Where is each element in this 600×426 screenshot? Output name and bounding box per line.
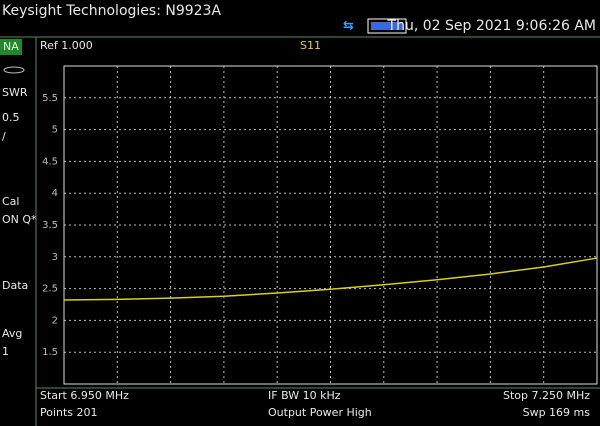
points: Points 201 — [40, 406, 98, 419]
chart-title: S11 — [300, 39, 321, 52]
mode-badge[interactable] — [0, 39, 22, 55]
sidebar-item: 1 — [2, 345, 9, 358]
y-tick-label: 2.5 — [42, 284, 58, 295]
battery-icon — [367, 18, 407, 34]
y-tick-label: 3 — [52, 252, 58, 263]
sidebar-item: SWR — [2, 86, 28, 99]
trace-icon — [3, 66, 25, 74]
sidebar-item: / — [2, 130, 6, 143]
battery-level — [371, 22, 403, 30]
sidebar-item: Cal — [2, 195, 19, 208]
trace — [63, 257, 598, 301]
sidebar-item: Avg — [2, 327, 22, 340]
reference-label: Ref 1.000 — [40, 39, 93, 52]
app-title: Keysight Technologies: N9923A — [2, 3, 221, 19]
y-tick-label: 4 — [52, 188, 58, 199]
output-power: Output Power High — [268, 406, 372, 419]
sweep-time: Swp 169 ms — [523, 406, 591, 419]
usb-icon: ⇆ — [343, 19, 354, 34]
plot-frame — [63, 65, 598, 385]
y-tick-label: 4.5 — [42, 156, 58, 167]
datetime: Thu, 02 Sep 2021 9:06:26 AM — [387, 18, 596, 34]
if-bandwidth: IF BW 10 kHz — [268, 389, 341, 402]
sidebar-item: Data — [2, 279, 28, 292]
sidebar-item: ON Q* — [2, 213, 37, 226]
y-tick-label: 3.5 — [42, 220, 58, 231]
y-tick-label: 5 — [52, 125, 58, 136]
status-icons: ⇆ — [343, 18, 407, 34]
y-tick-label: 2 — [52, 315, 58, 326]
mode-label[interactable]: NA — [3, 40, 19, 53]
y-tick-label: 1.5 — [42, 347, 58, 358]
sidebar-item: 0.5 — [2, 111, 20, 124]
y-tick-label: 5.5 — [42, 93, 58, 104]
start-freq: Start 6.950 MHz — [40, 389, 129, 402]
stop-freq: Stop 7.250 MHz — [503, 389, 590, 402]
